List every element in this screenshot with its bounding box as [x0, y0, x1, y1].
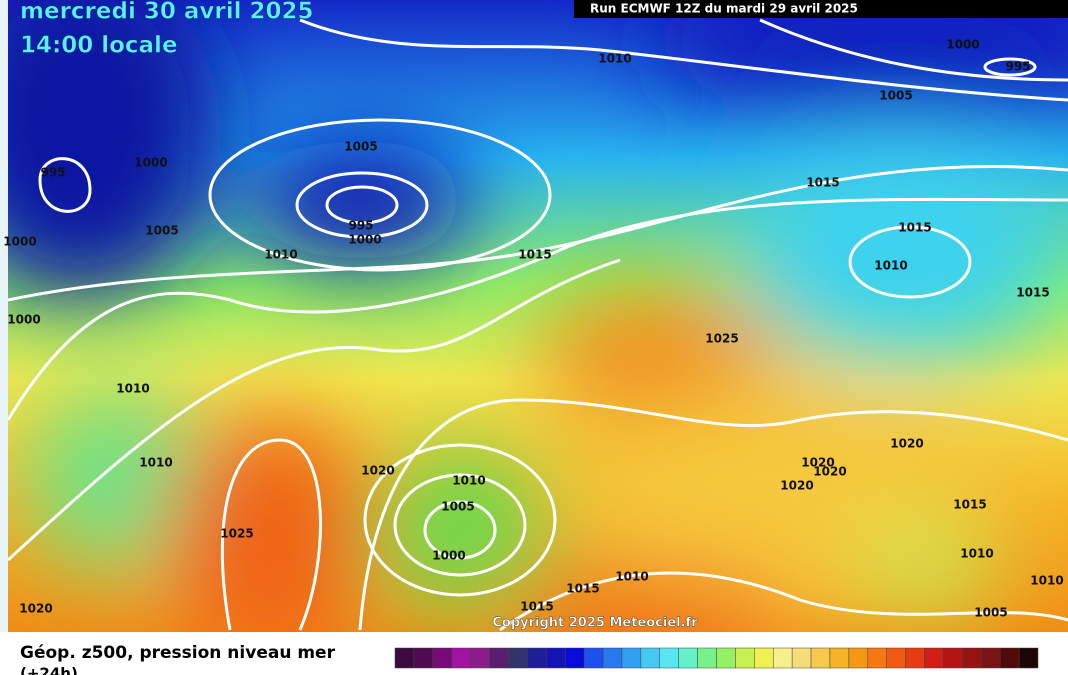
scale-swatch: [508, 647, 528, 669]
isobar-label: 1015: [520, 600, 553, 614]
scale-swatch: [791, 647, 812, 669]
scale-swatch: [470, 647, 490, 669]
scale-swatch: [489, 647, 509, 669]
isobar-label: 1000: [946, 38, 979, 52]
isobar-label: 1015: [1016, 286, 1049, 300]
scale-swatch: [602, 647, 623, 669]
isobar-label: 1010: [139, 456, 172, 470]
isobar-label: 1010: [264, 248, 297, 262]
date-label: mercredi 30 avril 2025: [20, 0, 314, 25]
scale-swatch: [546, 647, 566, 669]
isobar-label: 1010: [1030, 574, 1063, 588]
scale-swatch: [810, 647, 831, 669]
isobars: [8, 18, 1068, 632]
scale-swatch: [848, 647, 869, 669]
scale-swatch: [413, 647, 434, 669]
isobar-label: 1010: [960, 547, 993, 561]
isobar-label: 1005: [441, 500, 474, 514]
scale-swatch: [867, 647, 887, 669]
isobar-label: 1010: [116, 382, 149, 396]
scale-swatch: [621, 647, 642, 669]
isobar-label: 995: [1005, 60, 1030, 74]
scale-swatch: [981, 647, 1001, 669]
scale-swatch: [886, 647, 906, 669]
isobar-label: 1000: [432, 549, 465, 563]
isobar-label: 995: [40, 166, 65, 180]
scale-swatch: [829, 647, 850, 669]
isobar-label: 1020: [19, 602, 52, 616]
isobar-label: 1000: [348, 233, 381, 247]
scale-swatch: [716, 647, 736, 669]
isobar-label: 1005: [344, 140, 377, 154]
scale-swatch: [999, 647, 1020, 669]
isobar-labels: 1010100099510051005100099599510001005100…: [3, 38, 1063, 620]
isobar-label: 1020: [890, 437, 923, 451]
isobar-label: 1010: [598, 52, 631, 66]
time-label: 14:00 locale: [20, 33, 178, 59]
isobar-label: 1015: [518, 248, 551, 262]
isobar-label: 1010: [452, 474, 485, 488]
isobar-label: 1020: [361, 464, 394, 478]
isobar-label: 1015: [566, 582, 599, 596]
scale-swatch: [772, 647, 793, 669]
isobar-label: 1005: [145, 224, 178, 238]
scale-swatch: [678, 647, 698, 669]
scale-swatch: [697, 647, 717, 669]
scale-swatch: [754, 647, 774, 669]
scale-swatch: [943, 647, 963, 669]
scale-swatch: [924, 647, 944, 669]
isobar-label: 1020: [780, 479, 813, 493]
isobar-label: 1005: [879, 89, 912, 103]
isobar-label: 1020: [813, 465, 846, 479]
legend-title: Géop. z500, pression niveau mer: [20, 643, 336, 663]
scale-swatch: [451, 647, 471, 669]
isobar-label: 1000: [7, 313, 40, 327]
scale-swatch: [527, 647, 547, 669]
isobar-label: 995: [348, 219, 373, 233]
isobar-label: 1020: [801, 456, 834, 470]
isobar-label: 1000: [3, 235, 36, 249]
isobar-label: 1015: [953, 498, 986, 512]
scale-swatch: [564, 647, 585, 669]
scale-swatch: [1018, 647, 1039, 669]
isobar-label: 1005: [974, 606, 1007, 620]
isobar-label: 1010: [615, 570, 648, 584]
scale-swatch: [394, 647, 415, 669]
scale-swatch: [659, 647, 679, 669]
isobar-label: 1025: [705, 332, 738, 346]
legend-step: (+24h): [20, 665, 78, 675]
run-label: Run ECMWF 12Z du mardi 29 avril 2025: [590, 2, 858, 16]
copyright: Copyright 2025 Meteociel.fr: [492, 616, 698, 631]
scale-swatch: [583, 647, 604, 669]
isobar-label: 1015: [806, 176, 839, 190]
isobar-label: 1010: [874, 259, 907, 273]
isobar-label: 1000: [134, 156, 167, 170]
scale-swatch: [432, 647, 452, 669]
scale-swatch: [735, 647, 755, 669]
color-scale: [394, 647, 1039, 669]
isobar-label: 1025: [220, 527, 253, 541]
scale-swatch: [962, 647, 982, 669]
run-banner: [574, 0, 1068, 18]
isobar-label: 1015: [898, 221, 931, 235]
scale-swatch: [905, 647, 925, 669]
scale-swatch: [640, 647, 661, 669]
